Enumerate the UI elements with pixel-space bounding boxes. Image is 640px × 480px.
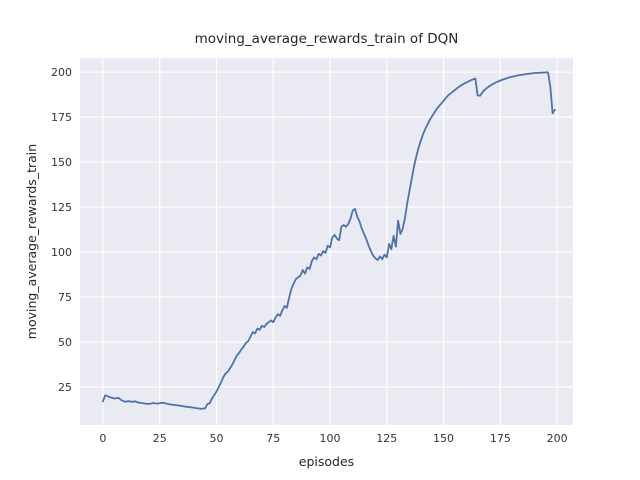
x-tick-label: 0	[99, 432, 106, 445]
y-tick-label: 175	[51, 111, 72, 124]
x-tick-label: 25	[153, 432, 167, 445]
x-tick-label: 100	[320, 432, 341, 445]
y-tick-label: 100	[51, 246, 72, 259]
x-tick-label: 75	[266, 432, 280, 445]
reward-line-series	[102, 71, 556, 410]
y-tick-label: 125	[51, 201, 72, 214]
y-tick-label: 200	[51, 66, 72, 79]
y-tick-label: 25	[58, 381, 72, 394]
x-tick-label: 175	[490, 432, 511, 445]
y-axis-label-container: moving_average_rewards_train	[24, 58, 40, 425]
y-tick-label: 150	[51, 156, 72, 169]
x-tick-label: 125	[376, 432, 397, 445]
y-axis-label: moving_average_rewards_train	[24, 143, 40, 340]
y-tick-label: 50	[58, 336, 72, 349]
chart-title: moving_average_rewards_train of DQN	[194, 31, 459, 47]
x-axis-label: episodes	[298, 454, 355, 469]
x-tick-label: 50	[209, 432, 223, 445]
plot-background	[80, 58, 573, 425]
x-tick-label: 200	[547, 432, 568, 445]
y-tick-label: 75	[58, 291, 72, 304]
x-tick-label: 150	[433, 432, 454, 445]
